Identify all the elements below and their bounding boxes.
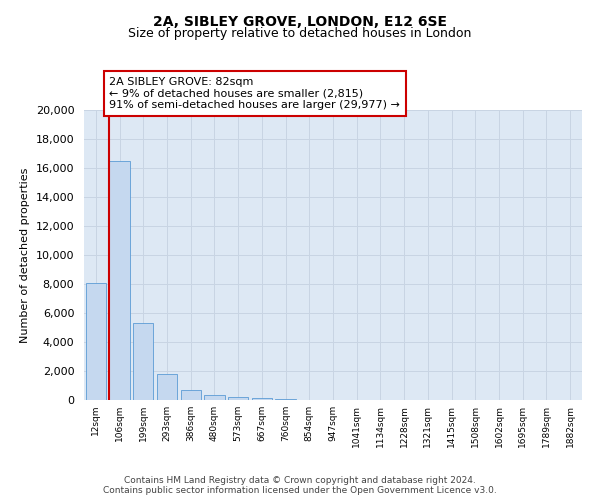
- Text: Size of property relative to detached houses in London: Size of property relative to detached ho…: [128, 28, 472, 40]
- Bar: [109, 161, 130, 400]
- Bar: [228, 397, 248, 400]
- Y-axis label: Number of detached properties: Number of detached properties: [20, 168, 30, 342]
- Text: Contains HM Land Registry data © Crown copyright and database right 2024.
Contai: Contains HM Land Registry data © Crown c…: [103, 476, 497, 495]
- Bar: [205, 395, 224, 400]
- Bar: [275, 398, 296, 400]
- Bar: [157, 374, 177, 400]
- Bar: [252, 398, 272, 400]
- Bar: [133, 323, 154, 400]
- Bar: [86, 282, 106, 400]
- Text: 2A, SIBLEY GROVE, LONDON, E12 6SE: 2A, SIBLEY GROVE, LONDON, E12 6SE: [153, 15, 447, 29]
- Bar: [181, 390, 201, 400]
- Text: 2A SIBLEY GROVE: 82sqm
← 9% of detached houses are smaller (2,815)
91% of semi-d: 2A SIBLEY GROVE: 82sqm ← 9% of detached …: [109, 77, 400, 110]
